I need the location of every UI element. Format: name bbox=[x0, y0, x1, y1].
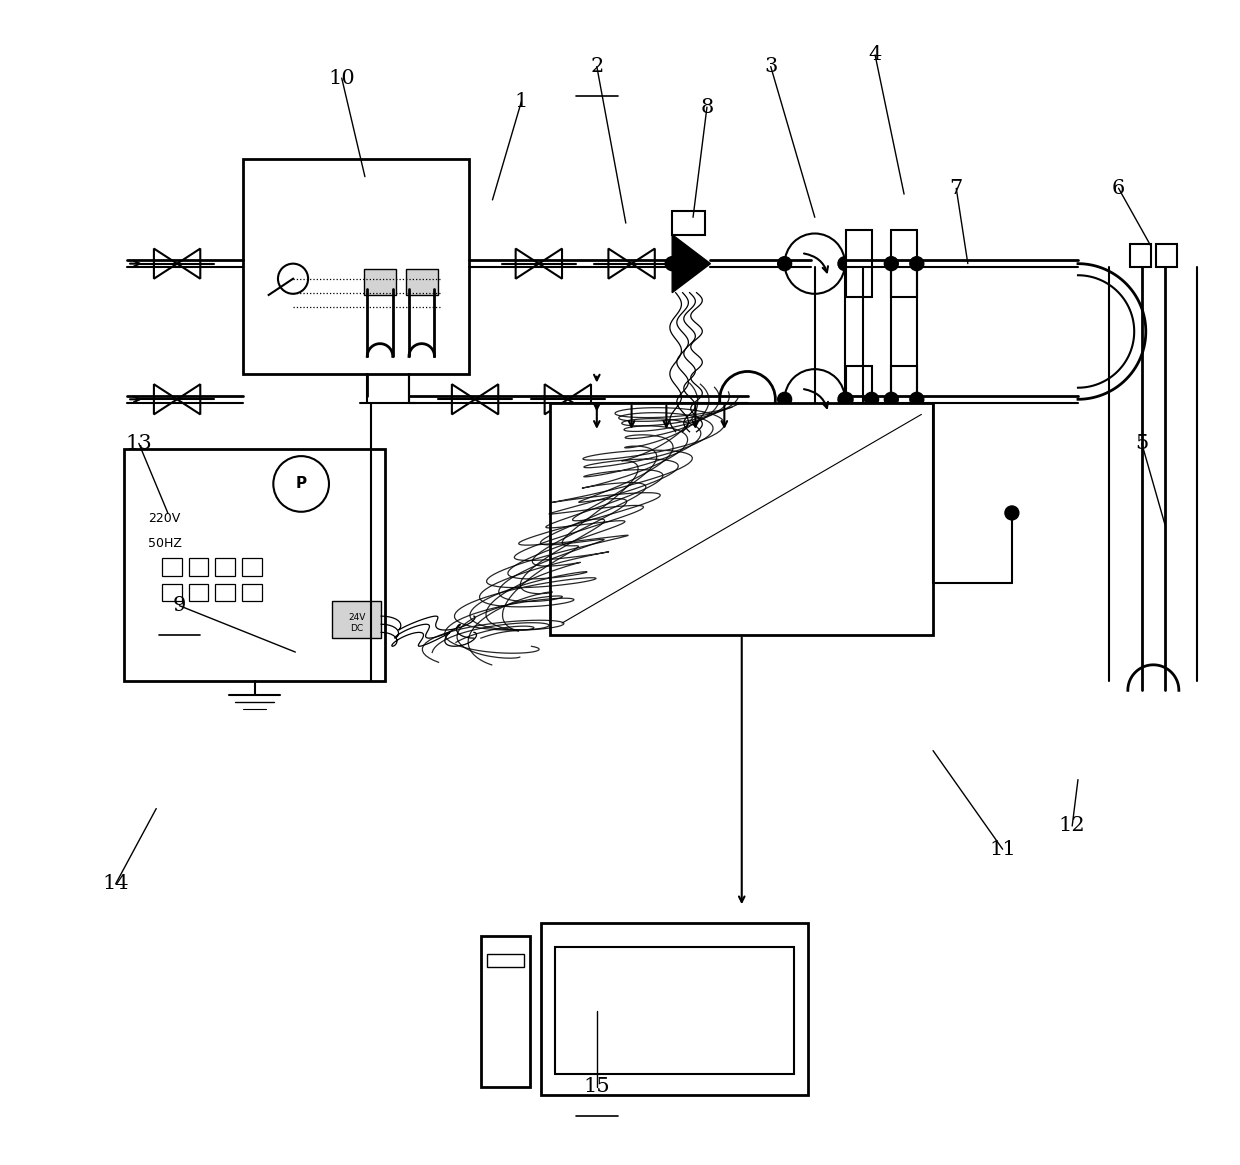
Text: 10: 10 bbox=[329, 69, 355, 87]
Circle shape bbox=[884, 256, 898, 270]
Text: P: P bbox=[295, 476, 306, 492]
Bar bbox=[188, 584, 208, 601]
Text: 220V: 220V bbox=[148, 513, 180, 525]
Text: 9: 9 bbox=[172, 596, 186, 615]
Bar bbox=[124, 450, 384, 682]
Polygon shape bbox=[672, 234, 711, 292]
Bar bbox=[188, 558, 208, 576]
Circle shape bbox=[838, 393, 852, 407]
Text: 50HZ: 50HZ bbox=[148, 537, 182, 550]
Bar bbox=[846, 230, 872, 297]
Bar bbox=[243, 160, 469, 374]
Bar bbox=[216, 584, 236, 601]
Text: 24V: 24V bbox=[348, 613, 366, 622]
Bar bbox=[162, 558, 182, 576]
Circle shape bbox=[839, 393, 853, 407]
Text: 1: 1 bbox=[515, 92, 528, 111]
Text: 8: 8 bbox=[701, 98, 713, 116]
Bar bbox=[1156, 243, 1177, 267]
Circle shape bbox=[884, 393, 898, 407]
Bar bbox=[332, 601, 381, 638]
Bar bbox=[672, 212, 704, 234]
Bar bbox=[481, 937, 529, 1087]
Bar bbox=[846, 366, 872, 433]
Bar bbox=[363, 269, 397, 295]
Text: 6: 6 bbox=[1112, 178, 1125, 198]
Bar bbox=[405, 269, 438, 295]
Text: 14: 14 bbox=[103, 875, 129, 894]
Text: 3: 3 bbox=[764, 57, 777, 76]
Text: 13: 13 bbox=[125, 433, 153, 453]
Bar bbox=[162, 584, 182, 601]
Text: 7: 7 bbox=[950, 178, 963, 198]
Bar bbox=[892, 230, 916, 297]
Circle shape bbox=[665, 256, 680, 270]
Bar bbox=[242, 584, 262, 601]
Circle shape bbox=[910, 393, 924, 407]
Circle shape bbox=[910, 256, 924, 270]
Bar bbox=[242, 558, 262, 576]
Bar bbox=[541, 924, 807, 1095]
Text: DC: DC bbox=[350, 624, 363, 634]
Bar bbox=[556, 947, 794, 1074]
Bar bbox=[892, 366, 916, 433]
Bar bbox=[486, 953, 523, 967]
Bar bbox=[216, 558, 236, 576]
Circle shape bbox=[777, 393, 791, 407]
Text: 5: 5 bbox=[1135, 433, 1148, 453]
Text: 4: 4 bbox=[868, 45, 882, 64]
Text: 15: 15 bbox=[584, 1078, 610, 1096]
Circle shape bbox=[838, 256, 852, 270]
Text: 11: 11 bbox=[990, 840, 1016, 859]
Circle shape bbox=[864, 393, 879, 407]
Circle shape bbox=[777, 256, 791, 270]
Text: 2: 2 bbox=[590, 57, 604, 76]
Circle shape bbox=[1004, 506, 1019, 520]
Text: 12: 12 bbox=[1059, 817, 1085, 835]
Bar bbox=[1130, 243, 1151, 267]
Bar bbox=[551, 403, 932, 635]
